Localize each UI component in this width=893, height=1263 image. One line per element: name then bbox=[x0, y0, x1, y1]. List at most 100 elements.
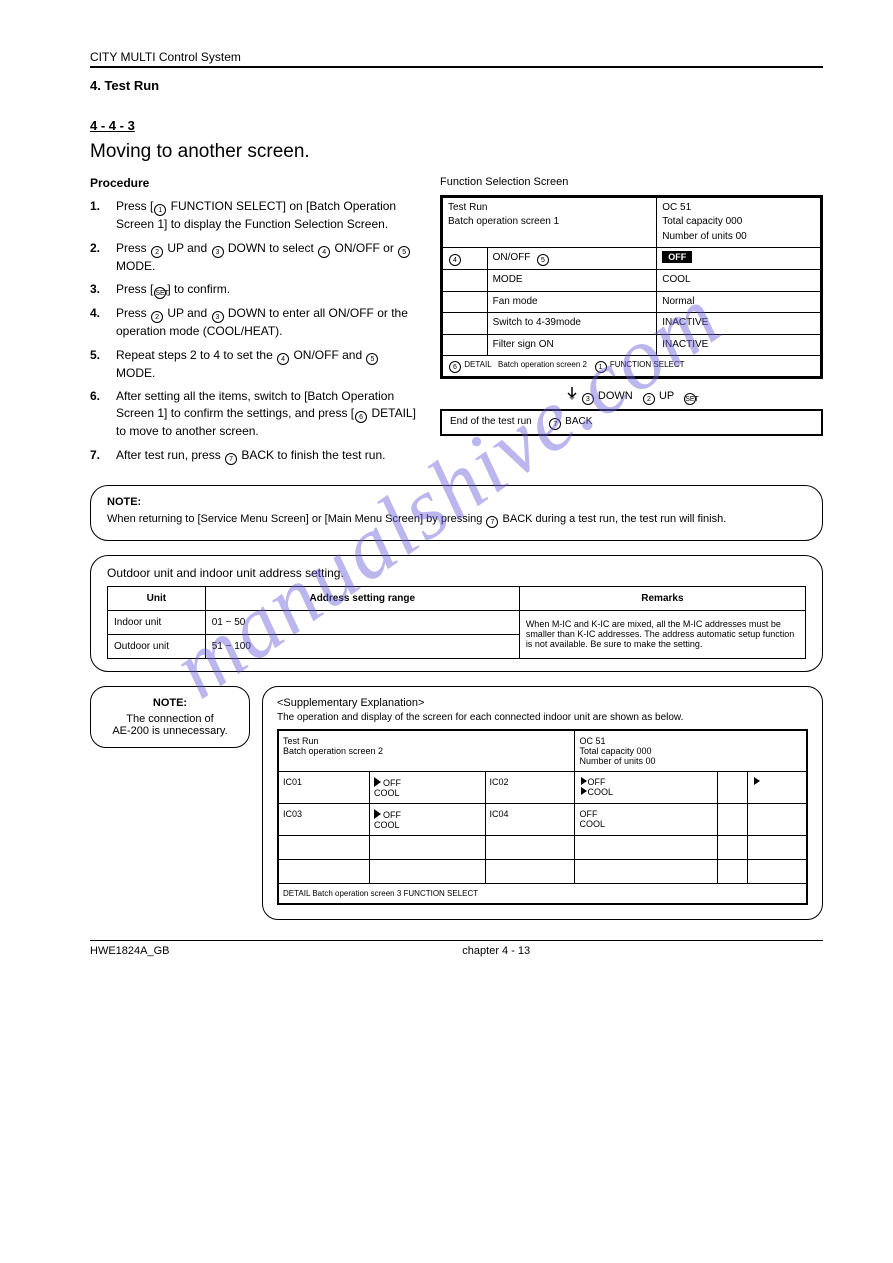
table-row bbox=[278, 859, 807, 883]
cell: OFFCOOL bbox=[575, 771, 718, 803]
table-header-row: Test Run Batch operation screen 1 OC 51 … bbox=[442, 196, 822, 248]
main-two-col: Procedure 1. Press [1 FUNCTION SELECT] o… bbox=[90, 175, 823, 471]
th-unit: Unit bbox=[108, 586, 206, 610]
down-arrow-icon bbox=[566, 387, 578, 401]
cell-indoor: Indoor unit bbox=[108, 610, 206, 634]
step-row: 6. After setting all the items, switch t… bbox=[90, 388, 420, 441]
step-text: Press 2 UP and 3 DOWN to enter all ON/OF… bbox=[116, 305, 420, 340]
cell: IC03 bbox=[278, 803, 370, 835]
header-line-2: 4. Test Run bbox=[90, 78, 823, 93]
badge-1: 1 bbox=[154, 204, 166, 216]
page-root: manualshive.com CITY MULTI Control Syste… bbox=[0, 0, 893, 987]
cell-cool: COOL bbox=[657, 270, 822, 292]
supp-hdr-right: OC 51 Total capacity 000 Number of units… bbox=[575, 730, 807, 772]
step-text: After setting all the items, switch to [… bbox=[116, 388, 420, 441]
step-text: After test run, press 7 BACK to finish t… bbox=[116, 447, 420, 465]
set-icon: SET bbox=[684, 393, 696, 405]
step-row: 5. Repeat steps 2 to 4 to set the 4 ON/O… bbox=[90, 347, 420, 382]
supp-text: The operation and display of the screen … bbox=[277, 712, 808, 723]
supp-hdr-left: Test Run Batch operation screen 2 bbox=[278, 730, 575, 772]
footer-center: chapter 4 - 13 bbox=[462, 945, 530, 957]
table-row: IC03 OFFCOOL IC04 OFFCOOL bbox=[278, 803, 807, 835]
step-num: 5. bbox=[90, 347, 106, 382]
cell-inactive2: INACTIVE bbox=[657, 334, 822, 356]
cell-normal: Normal bbox=[657, 291, 822, 313]
down-icon: 3 bbox=[212, 311, 224, 323]
badge-1: 1 bbox=[595, 361, 607, 373]
table-row: Indoor unit 01 ~ 50 When M-IC and K-IC a… bbox=[108, 610, 806, 634]
header-rule bbox=[90, 66, 823, 68]
cell bbox=[718, 771, 748, 803]
back-badge: 7 bbox=[549, 418, 561, 430]
table-row: IC01 OFFCOOL IC02 OFFCOOL bbox=[278, 771, 807, 803]
cell bbox=[748, 771, 807, 803]
cell-filter: Filter sign ON bbox=[487, 334, 657, 356]
cell: OFFCOOL bbox=[575, 803, 718, 835]
note-small-text: The connection of AE-200 is unnecessary. bbox=[103, 713, 237, 737]
table-header-row: Unit Address setting range Remarks bbox=[108, 586, 806, 610]
procedure-column: Procedure 1. Press [1 FUNCTION SELECT] o… bbox=[90, 175, 420, 471]
note-text: When returning to [Service Menu Screen] … bbox=[107, 512, 806, 528]
table-row: Filter sign ONINACTIVE bbox=[442, 334, 822, 356]
step-num: 7. bbox=[90, 447, 106, 465]
cell-onoff: ON/OFF 5 bbox=[487, 248, 657, 270]
note-small-title: NOTE: bbox=[103, 697, 237, 709]
note-box: NOTE: When returning to [Service Menu Sc… bbox=[90, 485, 823, 541]
cell: OFFCOOL bbox=[370, 771, 486, 803]
cell bbox=[748, 803, 807, 835]
th-remarks: Remarks bbox=[519, 586, 805, 610]
table-row: MODECOOL bbox=[442, 270, 822, 292]
badge-6: 6 bbox=[449, 361, 461, 373]
badge-5: 5 bbox=[366, 353, 378, 365]
cell: IC01 bbox=[278, 771, 370, 803]
th-range: Address setting range bbox=[205, 586, 519, 610]
step-num: 1. bbox=[90, 198, 106, 233]
section-number-text: 4 - 4 - 3 bbox=[90, 118, 135, 133]
cell-switch: Switch to 4-39mode bbox=[487, 313, 657, 335]
step-num: 6. bbox=[90, 388, 106, 441]
table-header-row: Test Run Batch operation screen 2 OC 51 … bbox=[278, 730, 807, 772]
header-right: OC 51 Total capacity 000 Number of units… bbox=[657, 196, 822, 248]
function-selection-table: Test Run Batch operation screen 1 OC 51 … bbox=[440, 195, 823, 380]
step-num: 4. bbox=[90, 305, 106, 340]
step-row: 2. Press 2 UP and 3 DOWN to select 4 ON/… bbox=[90, 240, 420, 275]
badge-5: 5 bbox=[537, 254, 549, 266]
badge-4: 4 bbox=[449, 254, 461, 266]
triangle-icon bbox=[754, 777, 760, 785]
table-footer-row: DETAIL Batch operation screen 3 FUNCTION… bbox=[278, 883, 807, 904]
cell-remarks: When M-IC and K-IC are mixed, all the M-… bbox=[519, 610, 805, 658]
back-badge: 7 bbox=[486, 516, 498, 528]
step-num: 2. bbox=[90, 240, 106, 275]
table-row: Switch to 4-39modeINACTIVE bbox=[442, 313, 822, 335]
back-badge: 7 bbox=[225, 453, 237, 465]
up-icon: 2 bbox=[151, 311, 163, 323]
nav-indicator: 3 DOWN 2 UP SET bbox=[440, 387, 823, 405]
header-left: Test Run Batch operation screen 1 bbox=[442, 196, 657, 248]
step-text: Press 2 UP and 3 DOWN to select 4 ON/OFF… bbox=[116, 240, 420, 275]
down-icon: 3 bbox=[212, 246, 224, 258]
step-row: 7. After test run, press 7 BACK to finis… bbox=[90, 447, 420, 465]
cell-outdoor: Outdoor unit bbox=[108, 634, 206, 658]
badge-6: 6 bbox=[355, 411, 367, 423]
badge-4: 4 bbox=[277, 353, 289, 365]
cell: IC04 bbox=[485, 803, 575, 835]
table-row: Fan modeNormal bbox=[442, 291, 822, 313]
supp-table: Test Run Batch operation screen 2 OC 51 … bbox=[277, 729, 808, 905]
cell bbox=[718, 803, 748, 835]
table-row bbox=[278, 835, 807, 859]
set-badge: SET bbox=[154, 287, 166, 299]
step-text: Repeat steps 2 to 4 to set the 4 ON/OFF … bbox=[116, 347, 420, 382]
address-box: Outdoor unit and indoor unit address set… bbox=[90, 555, 823, 672]
procedure-heading: Procedure bbox=[90, 175, 420, 192]
footer-left: HWE1824A_GB bbox=[90, 945, 169, 957]
header-line-1: CITY MULTI Control System bbox=[90, 50, 823, 64]
section-number: 4 - 4 - 3 bbox=[90, 118, 823, 133]
section-title: Moving to another screen. bbox=[90, 141, 823, 163]
table-footer-row: 6 DETAIL Batch operation screen 2 1 FUNC… bbox=[442, 356, 822, 378]
cell-inactive1: INACTIVE bbox=[657, 313, 822, 335]
triangle-icon bbox=[581, 787, 587, 795]
step-text: Press [1 FUNCTION SELECT] on [Batch Oper… bbox=[116, 198, 420, 233]
supp-footer: DETAIL Batch operation screen 3 FUNCTION… bbox=[278, 883, 807, 904]
note-title: NOTE: bbox=[107, 496, 806, 508]
cell-fan: Fan mode bbox=[487, 291, 657, 313]
